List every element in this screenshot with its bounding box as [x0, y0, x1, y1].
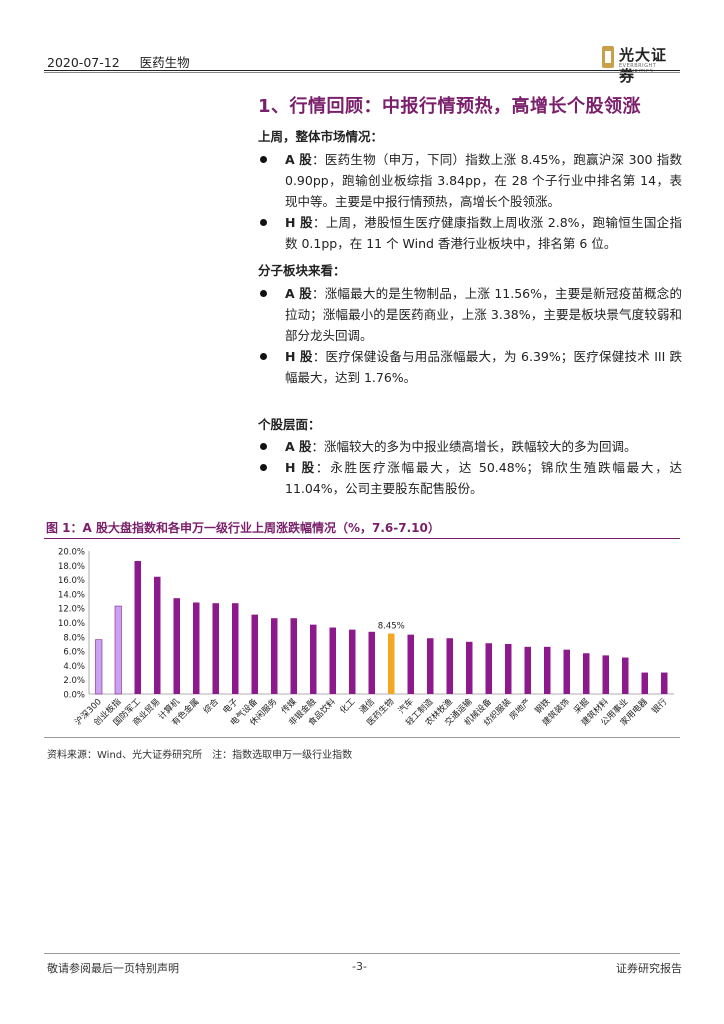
bullet-lead: A 股 [285, 439, 312, 454]
bullet-text: ：涨幅较大的多为中报业绩高增长，跌幅较大的多为回调。 [311, 439, 637, 454]
bar [329, 627, 336, 694]
bar [349, 629, 356, 694]
bar [622, 657, 629, 694]
y-tick-label: 4.0% [63, 662, 85, 672]
section-heading-sector: 分子板块来看： [258, 263, 346, 278]
y-tick-label: 8.0% [63, 633, 85, 643]
footer-report-type: 证券研究报告 [616, 962, 682, 975]
bar [212, 603, 219, 694]
bar [95, 639, 103, 695]
y-tick-label: 2.0% [63, 676, 85, 686]
bar [388, 633, 395, 694]
bullet-lead: A 股 [285, 152, 313, 167]
brand-logo: 光大证券 EVERBRIGHT SECURITIES [602, 44, 682, 85]
bar [563, 649, 570, 694]
bar [427, 638, 434, 694]
y-tick-label: 20.0% [58, 548, 85, 558]
bar [154, 576, 161, 694]
bar [290, 618, 297, 694]
bullet-sector-h: H 股：医疗保健设备与用品涨幅最大，为 6.39%；医疗保健技术 III 跌幅最… [258, 346, 682, 388]
bar [173, 598, 180, 694]
bar [661, 672, 668, 694]
y-tick-label: 10.0% [58, 619, 85, 629]
report-sector: 医药生物 [139, 55, 190, 70]
x-tick-label: 综合 [201, 696, 221, 716]
page-number: -3- [352, 960, 367, 973]
page-header: 2020-07-12 医药生物 [47, 52, 206, 71]
y-tick-label: 14.0% [58, 590, 85, 600]
footer-divider [44, 953, 680, 954]
bar [310, 624, 317, 694]
bar [466, 641, 473, 694]
bar [641, 672, 648, 694]
x-tick-label: 银行 [650, 696, 670, 716]
bar [544, 646, 551, 694]
bar [232, 603, 239, 694]
bullet-text: ：医疗保健设备与用品涨幅最大，为 6.39%；医疗保健技术 III 跌幅最大，达… [285, 349, 682, 385]
bar [583, 653, 590, 694]
bar-chart: 0.0% 2.0% 4.0% 6.0% 8.0% 10.0% 12.0% 14.0% 16.0%… [58, 548, 674, 728]
bullet-dot-icon [260, 156, 267, 163]
bullet-text: ：医药生物（申万，下同）指数上涨 8.45%，跑赢沪深 300 指数 0.90p… [285, 152, 682, 209]
figure-bottom-divider [44, 737, 680, 738]
y-tick-label: 16.0% [58, 576, 85, 586]
bullet-dot-icon [260, 464, 267, 471]
report-date: 2020-07-12 [47, 55, 120, 70]
bar [134, 561, 141, 694]
bar [407, 634, 414, 694]
bullet-dot-icon [260, 353, 267, 360]
bullet-dot-icon [260, 443, 267, 450]
section-title: 1、行情回顾：中报行情预热，高增长个股领涨 [258, 96, 642, 117]
bullet-market-h: H 股：上周，港股恒生医疗健康指数上周收涨 2.8%，跑输恒生国企指数 0.1p… [258, 212, 682, 254]
bar [271, 618, 278, 694]
y-tick-label: 6.0% [63, 648, 85, 658]
bullet-stock-h: H 股：永胜医疗涨幅最大，达 50.48%；锦欣生殖跌幅最大，达 11.04%，… [258, 457, 682, 499]
logo-subtitle: EVERBRIGHT SECURITIES [619, 63, 657, 75]
bullet-market-a: A 股：医药生物（申万，下同）指数上涨 8.45%，跑赢沪深 300 指数 0.… [258, 149, 682, 212]
figure-title: 图 1：A 股大盘指数和各申万一级行业上周涨跌幅情况（%，7.6-7.10） [46, 521, 440, 535]
x-tick-label: 化工 [338, 696, 358, 716]
bar [446, 638, 453, 694]
logo-mark-icon [602, 46, 614, 68]
footer-disclaimer: 敬请参阅最后一页特别声明 [47, 962, 179, 975]
bar [114, 605, 122, 695]
bullet-text: ：涨幅最大的是生物制品，上涨 11.56%，主要是新冠疫苗概念的拉动；涨幅最小的… [285, 286, 682, 343]
figure-divider [44, 538, 680, 539]
bar [505, 643, 512, 694]
bar [524, 646, 531, 694]
bar [485, 643, 492, 694]
bullet-lead: H 股 [285, 215, 313, 230]
header-divider-thin [44, 72, 680, 73]
data-label: 8.45% [378, 622, 405, 632]
bullet-text: ：永胜医疗涨幅最大，达 50.48%；锦欣生殖跌幅最大，达 11.04%，公司主… [285, 460, 682, 496]
y-tick-label: 18.0% [58, 562, 85, 572]
section-heading-market: 上周，整体市场情况： [258, 129, 384, 144]
bullet-lead: A 股 [285, 286, 312, 301]
bullet-sector-a: A 股：涨幅最大的是生物制品，上涨 11.56%，主要是新冠疫苗概念的拉动；涨幅… [258, 283, 682, 346]
bullet-lead: H 股 [285, 460, 316, 475]
bar [193, 602, 200, 694]
y-tick-label: 0.0% [63, 691, 85, 701]
bullet-stock-a: A 股：涨幅较大的多为中报业绩高增长，跌幅较大的多为回调。 [258, 436, 682, 457]
header-divider [44, 70, 680, 71]
bar [602, 655, 609, 694]
bullet-dot-icon [260, 219, 267, 226]
figure-source: 资料来源：Wind、光大证券研究所 注：指数选取申万一级行业指数 [47, 750, 353, 761]
bullet-dot-icon [260, 290, 267, 297]
section-heading-stock: 个股层面： [258, 417, 321, 432]
y-tick-label: 12.0% [58, 605, 85, 615]
x-tick-label: 房地产 [507, 696, 533, 722]
logo-name: 光大证券 [619, 46, 668, 85]
bullet-text: ：上周，港股恒生医疗健康指数上周收涨 2.8%，跑输恒生国企指数 0.1pp，在… [285, 215, 682, 251]
bullet-lead: H 股 [285, 349, 313, 364]
bar [368, 631, 375, 694]
bar [251, 614, 258, 694]
